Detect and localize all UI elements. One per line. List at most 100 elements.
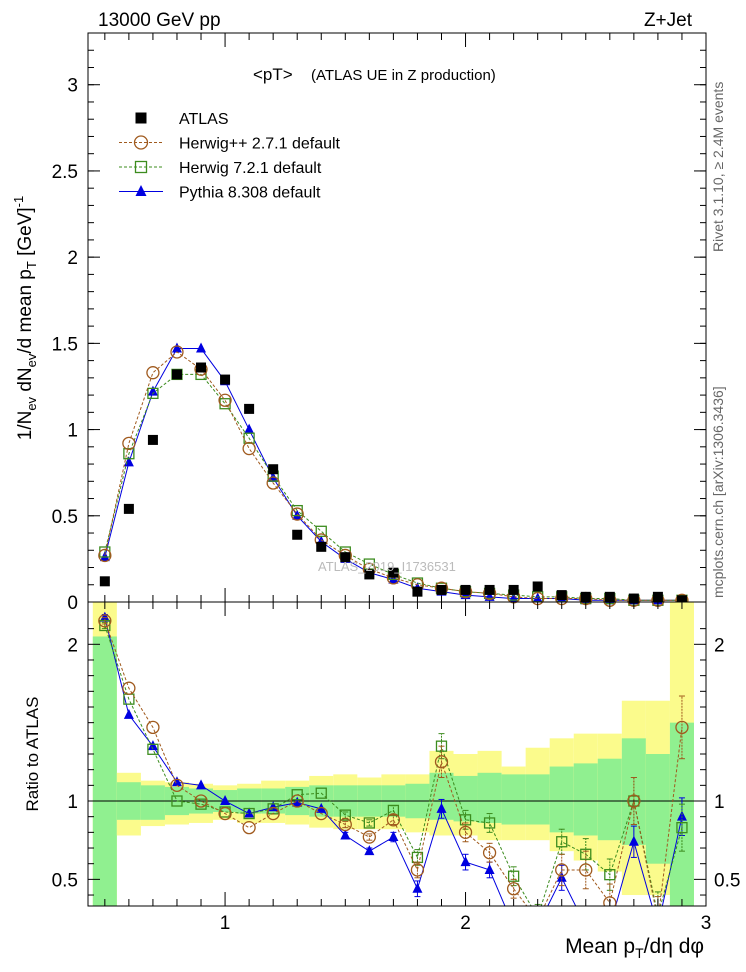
herwigpp-marker [146, 720, 160, 735]
pythia-marker [436, 802, 447, 813]
legend-label: ATLAS [179, 111, 229, 128]
herwigpp-marker [338, 817, 352, 832]
herwig7-marker [483, 817, 496, 829]
herwigpp-marker [218, 393, 232, 407]
herwigpp-marker [98, 614, 112, 628]
atlas-marker [508, 584, 519, 595]
mcplots-label: mcplots.cern.ch [arXiv:1306.3436] [710, 386, 726, 598]
herwigpp-marker [242, 441, 256, 456]
herwigpp-marker [122, 681, 136, 695]
ratio-ytick-label: 0.5 [52, 870, 78, 891]
band-inner [501, 774, 526, 825]
pythia-marker [605, 920, 615, 930]
xlabel: Mean pT/dη dφ [565, 935, 704, 961]
herwigpp-marker [603, 896, 617, 906]
atlas-marker [412, 586, 423, 597]
pythia-marker [533, 920, 543, 930]
pythia-marker [628, 835, 639, 846]
pythia-marker [99, 551, 110, 562]
rivet-label: Rivet 3.1.10, ≥ 2.4M events [710, 82, 726, 252]
ratio-ytick-label: 2 [67, 635, 78, 656]
herwigpp-marker [133, 135, 149, 150]
herwig7-marker [339, 809, 351, 821]
ratio-series-layer [98, 611, 689, 930]
atlas-marker [220, 374, 231, 385]
ratio-xtick-label: 1 [220, 913, 231, 934]
main-ytick-label: 0.5 [52, 507, 78, 528]
band-inner [549, 766, 574, 833]
pythia-marker [556, 871, 567, 882]
herwigpp-marker [98, 548, 112, 563]
ratio-ytick-label-right: 0.5 [714, 870, 740, 891]
pythia-marker [581, 920, 591, 930]
herwigpp-marker [242, 820, 256, 835]
atlas-marker [436, 584, 447, 595]
pythia-marker [653, 920, 663, 930]
atlas-marker [484, 584, 495, 595]
pythia-marker [340, 829, 351, 840]
herwig7-marker [580, 848, 592, 860]
herwigpp-marker [122, 436, 136, 451]
herwigpp-marker [218, 806, 232, 821]
pythia-marker [99, 611, 110, 622]
pythia-marker [292, 796, 303, 807]
ratio-xtick-label: 2 [460, 913, 471, 934]
main-series-atlas [99, 362, 687, 606]
legend: ATLAS Herwig++ 2.7.1 default Herwig 7.2.1 … [119, 111, 341, 202]
herwigpp-marker [314, 806, 328, 821]
atlas-marker [196, 362, 207, 373]
atlas-marker [604, 591, 615, 602]
pythia-marker [388, 831, 399, 842]
main-subtitle: (ATLAS UE in Z production) [311, 67, 496, 84]
main-panel: 0 0.5 1 1.5 2 2.5 3 <pT> (ATLAS UE in Z produc… [52, 32, 707, 614]
pythia-marker [220, 795, 231, 806]
legend-label: Herwig++ 2.7.1 default [179, 136, 341, 153]
atlas-marker [556, 590, 567, 601]
legend-label: Herwig 7.2.1 default [179, 160, 322, 177]
pythia-marker [171, 342, 182, 353]
pythia-marker [244, 423, 255, 434]
herwig7-marker [243, 807, 255, 820]
herwigpp-marker [434, 755, 449, 769]
herwig7-marker [171, 795, 183, 807]
herwig7-marker [315, 787, 327, 799]
pythia-marker [135, 185, 147, 196]
pythia-marker [196, 342, 207, 353]
header-right: Z+Jet [644, 10, 693, 31]
herwig7-marker [134, 160, 148, 174]
herwigpp-marker [410, 863, 425, 877]
herwigpp-marker [675, 720, 689, 735]
herwigpp-marker [290, 794, 304, 808]
atlas-marker [652, 591, 663, 602]
atlas-marker [244, 403, 255, 414]
herwigpp-marker [532, 914, 544, 926]
atlas-marker [580, 591, 591, 602]
pythia-marker [364, 845, 375, 856]
atlas-marker [364, 569, 375, 580]
pythia-marker [460, 856, 471, 867]
ratio-ytick-label-right: 1 [714, 792, 725, 813]
atlas-marker [99, 576, 110, 587]
atlas-marker [123, 503, 134, 514]
herwig7-marker [435, 740, 448, 752]
main-ytick-label: 3 [67, 76, 78, 97]
herwigpp-marker [170, 778, 184, 792]
atlas-marker [628, 593, 639, 604]
herwigpp-marker [386, 813, 401, 827]
herwig7-marker [291, 789, 303, 801]
ratio-series-herwig-2-7-1-default [98, 614, 689, 926]
herwigpp-marker [170, 345, 184, 359]
main-title: <pT> [253, 65, 293, 84]
watermark: ATLAS_2019_I1736531 [318, 559, 456, 574]
herwig7-marker [147, 387, 159, 400]
pythia-marker [532, 592, 543, 603]
atlas-marker [292, 529, 303, 540]
pythia-marker [196, 779, 207, 790]
atlas-marker [171, 369, 182, 380]
herwigpp-marker [652, 914, 664, 926]
pythia-marker [388, 573, 399, 584]
main-frame [87, 32, 707, 603]
atlas-marker [460, 584, 471, 595]
herwig7-marker [556, 836, 568, 848]
herwig7-marker [123, 448, 135, 460]
